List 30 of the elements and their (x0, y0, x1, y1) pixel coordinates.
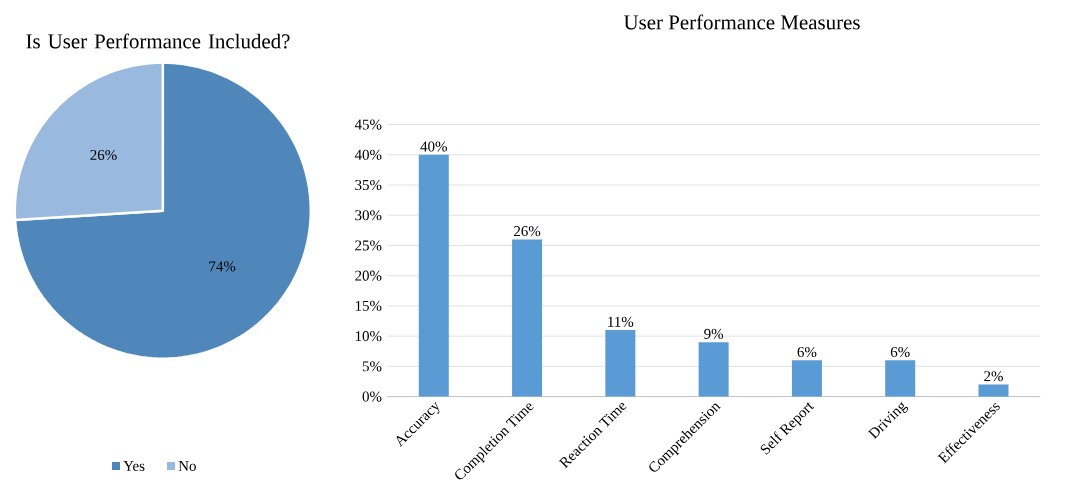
y-tick-label: 35% (355, 180, 382, 191)
y-tick-label: 10% (355, 331, 382, 342)
legend-label: No (178, 461, 196, 472)
data-label: 6% (797, 347, 817, 358)
data-label: 26% (514, 226, 541, 237)
bar (885, 360, 916, 397)
data-label: 11% (608, 316, 634, 328)
chart-title: Is User Performance Included? (26, 33, 290, 49)
bar (512, 239, 543, 397)
legend-label: Yes (123, 461, 145, 472)
data-label: 6% (890, 347, 910, 358)
y-tick-label: 5% (362, 361, 382, 372)
data-label: 74% (209, 261, 236, 272)
bar (791, 360, 822, 397)
data-label: 2% (984, 371, 1003, 382)
y-tick-label: 40% (354, 149, 382, 161)
y-tick-label: 0% (362, 391, 382, 402)
y-tick-label: 15% (355, 301, 382, 312)
data-label: 26% (90, 150, 117, 161)
bar (418, 155, 449, 397)
y-tick-label: 30% (355, 210, 382, 221)
bar (978, 384, 1009, 397)
y-tick-label: 45% (354, 119, 382, 130)
bar (698, 342, 729, 397)
bar (605, 330, 636, 397)
y-tick-label: 20% (355, 270, 382, 281)
chart-title: User Performance Measures (623, 14, 860, 30)
data-label: 40% (420, 141, 447, 152)
y-tick-label: 25% (355, 240, 382, 251)
data-label: 9% (704, 329, 724, 340)
